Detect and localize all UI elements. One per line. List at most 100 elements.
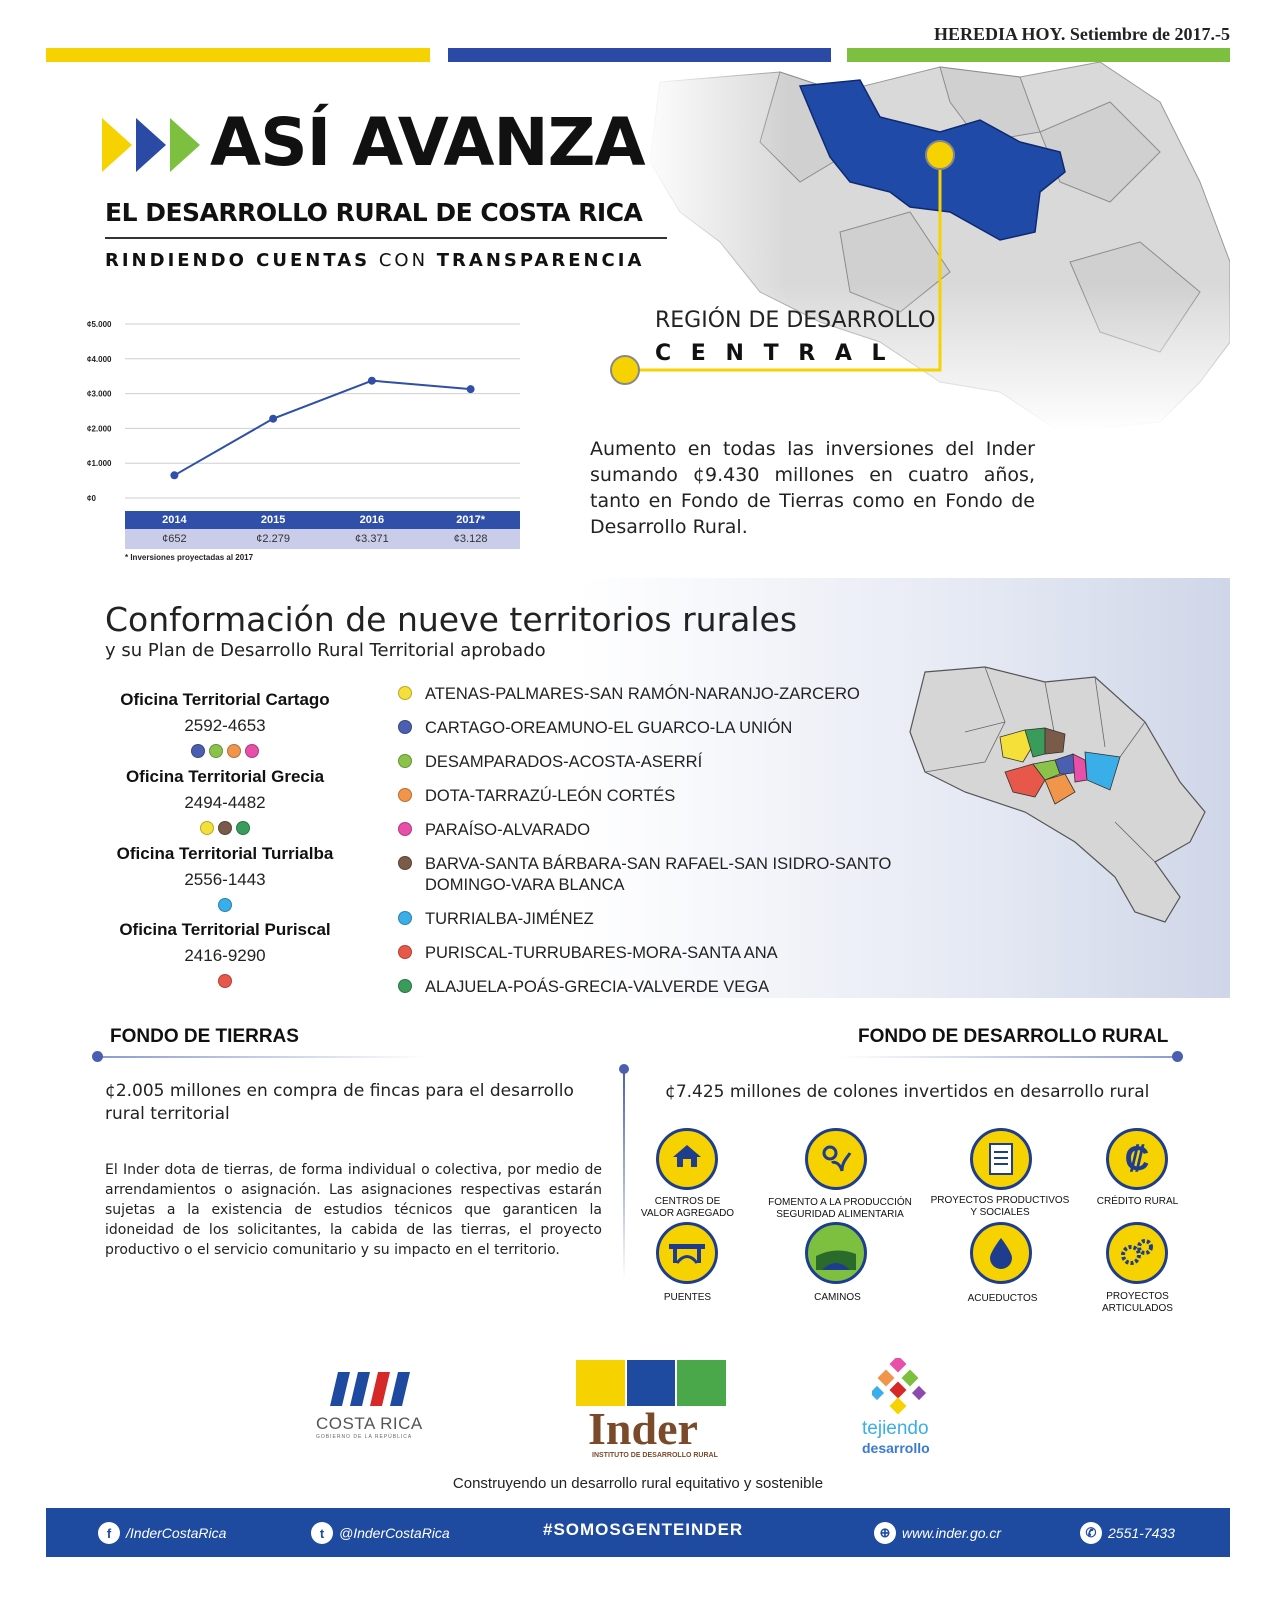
territory-item: TURRIALBA-JIMÉNEZ	[398, 909, 958, 930]
inder-tile-leaf	[677, 1360, 727, 1406]
territory-dot	[236, 821, 250, 835]
tagline-part-3: TRANSPARENCIA	[436, 250, 645, 271]
territory-item: CARTAGO-OREAMUNO-EL GUARCO-LA UNIÓN	[398, 718, 958, 739]
facebook-icon: f	[98, 1522, 120, 1544]
data-point	[466, 385, 475, 394]
territory-item: ALAJUELA-POÁS-GRECIA-VALVERDE VEGA	[398, 977, 958, 998]
year-label: 2016	[359, 514, 385, 526]
web-address: www.inder.go.cr	[902, 1525, 1002, 1541]
territory-dot	[218, 821, 232, 835]
territory-dot	[398, 686, 412, 700]
y-tick-label: ¢1.000	[87, 459, 112, 468]
twitter-handle: @InderCostaRica	[339, 1525, 450, 1541]
footer-phone-link[interactable]: ✆ 2551-7433	[1080, 1522, 1175, 1544]
footer-hashtag: #SOMOSGENTEINDER	[543, 1520, 743, 1540]
territory-dot	[200, 821, 214, 835]
icon-label: PROYECTOS PRODUCTIVOS Y SOCIALES	[930, 1195, 1070, 1218]
territory-dot	[398, 945, 412, 959]
territory-dot	[245, 744, 259, 758]
y-tick-label: ¢0	[87, 494, 96, 503]
icon-label: CRÉDITO RURAL	[1096, 1196, 1179, 1207]
territory-dot	[191, 744, 205, 758]
header-bar-blue	[448, 48, 831, 62]
fondo-desarrollo-title: FONDO DE DESARROLLO RURAL	[858, 1026, 1169, 1047]
gears-icon	[1106, 1222, 1168, 1284]
icon-label: CAMINOS	[814, 1292, 861, 1303]
office-name: Oficina Territorial Puriscal	[119, 920, 331, 939]
value-label: ¢3.371	[355, 533, 389, 545]
year-label: 2015	[260, 514, 286, 526]
value-label: ¢2.279	[256, 533, 290, 545]
territory-dot	[227, 744, 241, 758]
icon-label: PROYECTOS ARTICULADOS	[1102, 1291, 1173, 1314]
territory-label: BARVA-SANTA BÁRBARA-SAN RAFAEL-SAN ISIDR…	[425, 855, 892, 894]
territory-dot	[218, 974, 232, 988]
year-label: 2017*	[456, 514, 485, 526]
phone-icon: ✆	[1080, 1522, 1102, 1544]
icon-label: CENTROS DE VALOR AGREGADO	[640, 1196, 735, 1219]
region-label-line1: REGIÓN DE DESARROLLO	[655, 308, 936, 333]
fund-divider	[623, 1070, 625, 1280]
year-label: 2014	[162, 514, 187, 526]
territory-label: ATENAS-PALMARES-SAN RAMÓN-NARANJO-ZARCER…	[425, 685, 860, 703]
inder-logo-tiles	[576, 1360, 727, 1406]
phone-number: 2551-7433	[1108, 1525, 1175, 1541]
rule-dot	[1172, 1051, 1183, 1062]
office-dots	[100, 898, 350, 912]
fondo-desarrollo-rule	[840, 1056, 1180, 1058]
territory-dot	[398, 822, 412, 836]
territory-label: PURISCAL-TURRUBARES-MORA-SANTA ANA	[425, 944, 778, 962]
footer-web-link[interactable]: ⊕ www.inder.go.cr	[874, 1522, 1001, 1544]
icon-label: ACUEDUCTOS	[967, 1293, 1038, 1304]
territories-map	[909, 666, 1206, 923]
y-tick-label: ¢2.000	[87, 424, 112, 433]
chart-value-row: ¢652 ¢2.279 ¢3.371 ¢3.128	[125, 529, 520, 549]
territory-dot	[398, 720, 412, 734]
tagline-part-2: CON	[378, 250, 429, 271]
rule-dot	[92, 1051, 103, 1062]
territory-item: BARVA-SANTA BÁRBARA-SAN RAFAEL-SAN ISIDR…	[398, 854, 918, 896]
chart-table: 2014 2015 2016 2017* ¢652 ¢2.279 ¢3.371 …	[125, 511, 520, 549]
header-bar-yellow	[46, 48, 430, 62]
office-dots	[100, 974, 350, 988]
office-turrialba: Oficina Territorial Turrialba 2556-1443	[100, 844, 350, 912]
divider-dot	[619, 1064, 629, 1074]
footer-twitter-link[interactable]: t @InderCostaRica	[311, 1522, 450, 1544]
hashtag-text: #SOMOSGENTEINDER	[543, 1520, 744, 1539]
office-phone: 2592-4653	[184, 716, 266, 735]
region-connector	[610, 140, 955, 385]
territory-item: PARAÍSO-ALVARADO	[398, 820, 958, 841]
chart-year-row: 2014 2015 2016 2017*	[125, 511, 520, 529]
territory-label: DESAMPARADOS-ACOSTA-ASERRÍ	[425, 753, 703, 771]
inder-logo-text: Inder	[588, 1403, 698, 1454]
territory-label: TURRIALBA-JIMÉNEZ	[425, 910, 594, 928]
investment-chart: ¢5.000 ¢4.000 ¢3.000 ¢2.000 ¢1.000 ¢0	[87, 320, 520, 503]
header-bar-green	[847, 48, 1230, 62]
gov-logo-stripes	[330, 1372, 410, 1406]
office-phone: 2556-1443	[184, 870, 266, 889]
office-name: Oficina Territorial Grecia	[125, 767, 325, 786]
territory-label: CARTAGO-OREAMUNO-EL GUARCO-LA UNIÓN	[425, 719, 793, 737]
office-grecia: Oficina Territorial Grecia 2494-4482	[100, 767, 350, 835]
facebook-handle: /InderCostaRica	[126, 1525, 227, 1541]
footer-facebook-link[interactable]: f /InderCostaRica	[98, 1522, 226, 1544]
office-phone: 2416-9290	[184, 946, 266, 965]
tejiendo-logo-mark	[872, 1358, 927, 1414]
fondo-tierras-title: FONDO DE TIERRAS	[110, 1026, 299, 1047]
slogan: Construyendo un desarrollo rural equitat…	[452, 1475, 824, 1492]
territory-item: DESAMPARADOS-ACOSTA-ASERRÍ	[398, 752, 958, 773]
house-hand-icon	[656, 1128, 718, 1190]
inder-tile-person	[576, 1360, 625, 1406]
fondo-tierras-body: El Inder dota de tierras, de forma indiv…	[105, 1162, 602, 1258]
colon-icon: ₡	[1106, 1128, 1168, 1190]
icon-label: FOMENTO A LA PRODUCCIÓN SEGURIDAD ALIMEN…	[768, 1197, 912, 1220]
hero-divider	[105, 237, 667, 239]
hero-tagline: RINDIENDO CUENTAS CON TRANSPARENCIA	[105, 250, 644, 271]
inder-logo-subtext: INSTITUTO DE DESARROLLO RURAL	[592, 1452, 718, 1459]
data-point	[269, 414, 278, 423]
office-cartago: Oficina Territorial Cartago 2592-4653	[100, 690, 350, 758]
office-dots	[100, 821, 350, 835]
tejiendo-logo-text-2: desarrollo	[862, 1440, 930, 1456]
territory-item: ATENAS-PALMARES-SAN RAMÓN-NARANJO-ZARCER…	[398, 684, 958, 705]
globe-icon: ⊕	[874, 1522, 896, 1544]
